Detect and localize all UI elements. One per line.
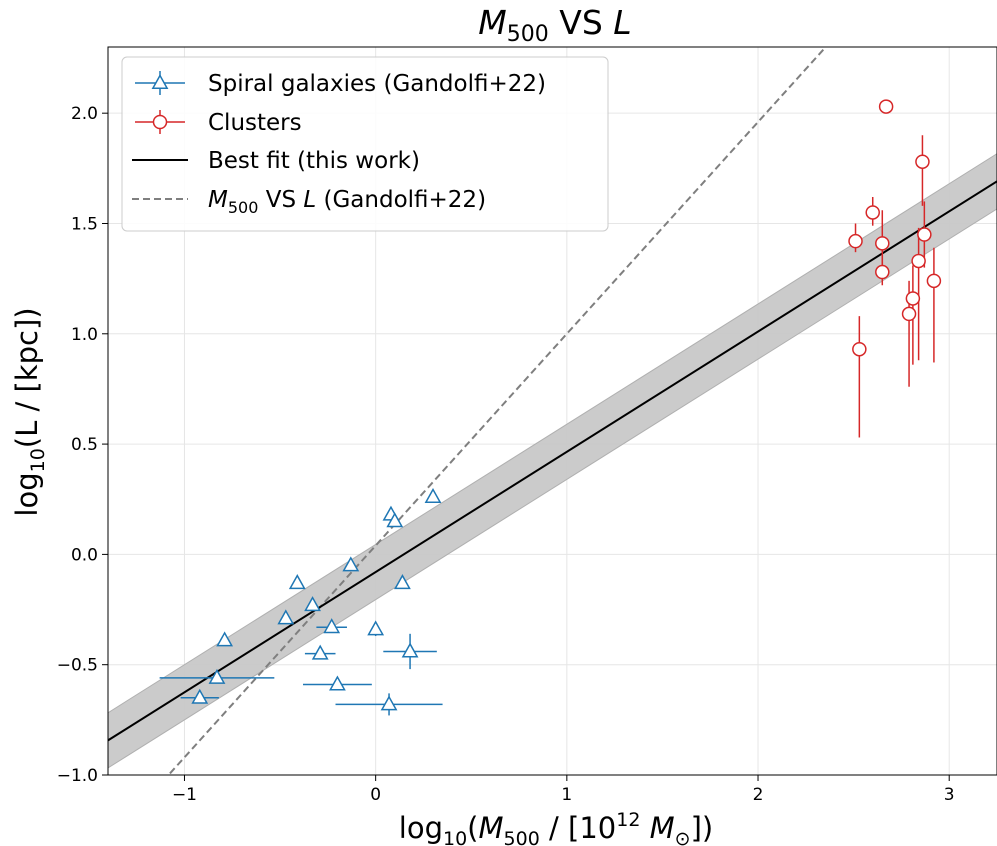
cluster-marker	[917, 227, 932, 242]
fit-lines	[108, 47, 997, 775]
y-tick-label: 2.0	[71, 104, 98, 124]
y-tick-label: −1.0	[57, 766, 98, 786]
legend-spiral-marker	[151, 73, 169, 89]
legend: Spiral galaxies (Gandolfi+22) Clusters B…	[121, 56, 609, 232]
spiral-galaxy-marker	[367, 620, 385, 636]
spiral-galaxy-marker	[401, 642, 419, 658]
best-fit-line	[108, 180, 997, 742]
cluster-marker	[852, 341, 867, 357]
reference-relation-line	[167, 47, 828, 775]
cluster-marker	[926, 273, 942, 289]
legend-label-best-fit: Best fit (this work)	[208, 148, 420, 174]
y-tick-label: 0.5	[71, 435, 98, 455]
spiral-galaxy-marker	[216, 631, 234, 647]
y-tick-label: 0.0	[71, 545, 98, 565]
spiral-galaxy-marker	[277, 609, 295, 625]
x-axis-ticks: −1 0 1 2 3	[172, 775, 955, 805]
cluster-marker	[865, 205, 880, 220]
data-markers	[191, 99, 942, 711]
x-tick-label: 3	[944, 785, 955, 805]
x-axis-label: log10(M500 / [1012 M⊙])	[399, 809, 713, 846]
spiral-galaxy-marker	[424, 487, 442, 504]
cluster-marker	[878, 99, 894, 114]
spiral-galaxy-marker	[380, 695, 398, 711]
y-tick-label: 1.5	[71, 214, 98, 234]
spiral-galaxy-marker	[191, 688, 209, 704]
cluster-marker	[875, 264, 890, 280]
spiral-galaxy-marker	[311, 644, 329, 660]
legend-label-clusters: Clusters	[208, 110, 302, 136]
y-axis-label: log10(L / [kpc])	[10, 307, 49, 516]
spiral-galaxy-marker	[386, 512, 404, 528]
legend-label-spirals: Spiral galaxies (Gandolfi+22)	[208, 71, 546, 97]
x-tick-label: 1	[561, 785, 572, 805]
cluster-marker	[905, 291, 921, 306]
legend-box	[121, 56, 609, 232]
spiral-galaxy-marker	[329, 675, 346, 691]
cluster-marker	[915, 154, 930, 169]
spiral-galaxy-marker	[304, 596, 321, 612]
legend-label-reference: M500 VS L (Gandolfi+22)	[208, 187, 486, 217]
cluster-marker	[901, 306, 917, 322]
spiral-galaxy-marker	[323, 618, 341, 634]
plot-frame	[107, 46, 997, 776]
legend-cluster-marker	[152, 114, 168, 130]
y-axis-ticks: −1.0 −0.5 0.0 0.5 1.0 1.5 2.0	[57, 104, 108, 786]
spiral-galaxy-marker	[288, 574, 306, 590]
spiral-galaxy-marker	[394, 574, 411, 590]
spiral-galaxy-marker	[208, 668, 226, 684]
y-tick-label: 1.0	[71, 325, 98, 345]
cluster-marker	[848, 233, 863, 249]
cluster-marker	[875, 236, 890, 251]
chart-title: M500 VS L	[478, 3, 631, 47]
legend-icons	[132, 71, 188, 200]
cluster-marker	[911, 253, 926, 269]
x-tick-label: −1	[172, 785, 197, 805]
x-tick-label: 0	[370, 785, 381, 805]
y-tick-label: −0.5	[57, 656, 98, 676]
x-tick-label: 2	[753, 785, 764, 805]
spiral-galaxy-marker	[342, 556, 360, 572]
